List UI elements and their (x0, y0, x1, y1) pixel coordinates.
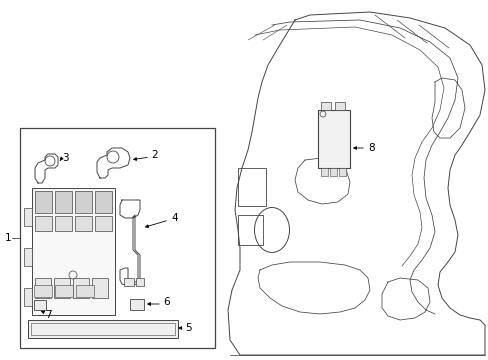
Bar (24, 288, 32, 306)
Bar (124, 278, 134, 286)
Text: 8: 8 (368, 143, 375, 153)
Bar (334, 102, 345, 110)
Bar (20, 128, 215, 348)
Bar (28, 320, 178, 338)
Bar (34, 300, 46, 310)
Bar (35, 191, 52, 213)
Bar (338, 168, 346, 176)
Bar (317, 110, 349, 168)
Bar (329, 168, 336, 176)
Bar (55, 285, 73, 297)
Bar (32, 188, 115, 315)
Text: 7: 7 (44, 310, 51, 320)
Bar (34, 285, 52, 297)
Text: 6: 6 (163, 297, 170, 307)
Bar (238, 215, 263, 245)
Bar (136, 278, 143, 286)
Bar (54, 278, 70, 298)
Text: 3: 3 (61, 153, 68, 163)
Bar (238, 168, 265, 206)
Bar (55, 216, 72, 231)
Bar (320, 102, 330, 110)
Bar (31, 323, 175, 335)
Bar (35, 278, 51, 298)
Bar (76, 285, 94, 297)
Bar (55, 191, 72, 213)
Bar (24, 248, 32, 266)
Bar (73, 278, 89, 298)
Text: 4: 4 (171, 213, 178, 223)
Bar (95, 216, 112, 231)
Bar (92, 278, 108, 298)
Bar (320, 168, 327, 176)
Bar (75, 216, 92, 231)
Bar (130, 299, 143, 310)
Text: 5: 5 (184, 323, 191, 333)
Bar (35, 216, 52, 231)
Bar (95, 191, 112, 213)
Bar (24, 208, 32, 226)
Bar (75, 191, 92, 213)
Text: 1: 1 (5, 233, 11, 243)
Text: 2: 2 (151, 150, 158, 160)
